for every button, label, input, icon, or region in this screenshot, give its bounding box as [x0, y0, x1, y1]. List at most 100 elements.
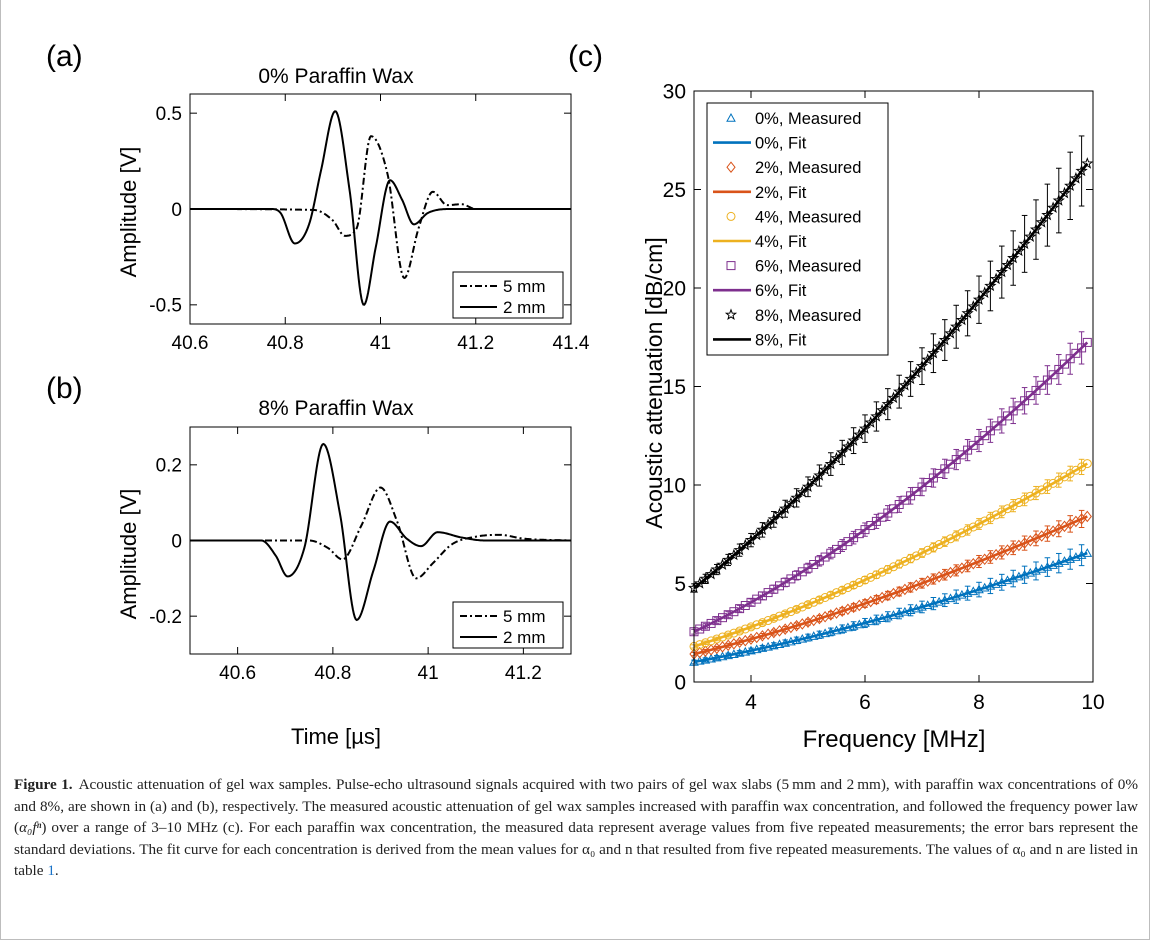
- measured-point-6pct: [1003, 411, 1012, 421]
- measured-point-8pct: [961, 306, 974, 319]
- y-tick-label-c: 20: [663, 278, 686, 301]
- measured-point-6pct: [985, 426, 995, 436]
- measured-point-4pct: [906, 554, 916, 564]
- plot-border-c: [693, 90, 1094, 683]
- measured-point-8pct: [995, 265, 1008, 278]
- panel-label-c: (c): [568, 40, 603, 73]
- measured-point-4pct: [849, 580, 859, 590]
- x-tick-label-c: 8: [973, 691, 985, 714]
- measured-point-6pct: [1014, 401, 1024, 411]
- y-tick-label-b: 0: [171, 531, 182, 552]
- measured-point-8pct: [1029, 223, 1043, 235]
- panel-a: (a) 0% Paraffin Wax Amplitude [V] 40.6 40…: [46, 40, 590, 354]
- measured-point-8pct: [1035, 215, 1048, 228]
- measured-point-6pct: [928, 473, 938, 483]
- fit-curve-4pct: [693, 462, 1088, 648]
- measured-point-8pct: [881, 397, 894, 410]
- measured-point-2pct: [1082, 510, 1092, 523]
- measured-point-6pct: [1054, 364, 1064, 374]
- x-tick-label-b: 40.6: [219, 663, 256, 684]
- measured-point-4pct: [820, 593, 830, 603]
- measured-point-4pct: [974, 519, 984, 529]
- measured-point-6pct: [712, 616, 722, 626]
- measured-point-8pct: [818, 463, 832, 476]
- measured-point-4pct: [1008, 501, 1018, 511]
- x-tick-label-c: 6: [859, 691, 871, 714]
- x-tick-label-b: 41.2: [505, 663, 542, 684]
- measured-point-4pct: [837, 585, 847, 595]
- measured-point-8pct: [853, 428, 866, 440]
- measured-point-6pct: [963, 445, 973, 455]
- measured-point-4pct: [923, 545, 933, 555]
- measured-point-4pct: [1082, 459, 1092, 469]
- legend-label-a: 5 mm: [503, 277, 546, 296]
- measured-point-6pct: [1077, 343, 1087, 353]
- legend-marker-6pct: [726, 261, 736, 271]
- measured-point-6pct: [1008, 406, 1018, 416]
- y-tick-label-c: 0: [674, 672, 686, 695]
- measured-point-6pct: [1025, 391, 1035, 401]
- measured-point-8pct: [967, 300, 980, 312]
- measured-point-8pct: [847, 434, 860, 446]
- measured-point-4pct: [735, 626, 745, 636]
- measured-point-8pct: [893, 385, 906, 397]
- legend-marker-2pct: [726, 161, 736, 174]
- measured-point-4pct: [832, 588, 841, 598]
- measured-point-4pct: [814, 595, 824, 605]
- measured-point-8pct: [910, 366, 923, 378]
- measured-point-8pct: [972, 293, 986, 305]
- legend-label-measured-8pct: 8%, Measured: [755, 307, 861, 325]
- measured-point-6pct: [757, 591, 767, 601]
- measured-point-6pct: [997, 416, 1007, 426]
- measured-point-6pct: [934, 468, 944, 478]
- panel-b: (b) 8% Paraffin Wax Amplitude [V] Time […: [46, 372, 572, 749]
- measured-point-4pct: [946, 534, 955, 544]
- panel-label-a: (a): [46, 40, 83, 73]
- panel-title-b: 8% Paraffin Wax: [258, 397, 414, 420]
- measured-point-6pct: [968, 440, 978, 450]
- measured-point-8pct: [824, 457, 837, 470]
- measured-point-4pct: [866, 572, 876, 582]
- measured-point-6pct: [746, 597, 756, 607]
- caption-text-1: Acoustic attenuation of gel wax samples.…: [14, 776, 1138, 836]
- waveform-2mm-a: [190, 110, 571, 306]
- measured-point-8pct: [841, 440, 855, 452]
- legend-marker-0pct: [726, 112, 736, 122]
- y-tick-label-c: 25: [663, 179, 686, 202]
- measured-point-8pct: [904, 372, 917, 385]
- x-tick-label-c: 4: [745, 691, 757, 714]
- legend-label-fit-2pct: 2%, Fit: [755, 184, 807, 202]
- legend-label-fit-0pct: 0%, Fit: [755, 135, 807, 153]
- measured-point-4pct: [1020, 494, 1030, 504]
- measured-point-8pct: [836, 446, 849, 458]
- y-tick-label-a: 0.5: [156, 104, 182, 125]
- waveform-2mm-b: [190, 442, 571, 622]
- x-tick-label-a: 40.8: [267, 333, 304, 354]
- x-tick-label-b: 41: [418, 663, 439, 684]
- figure-canvas: (a) 0% Paraffin Wax Amplitude [V] 40.6 40…: [46, 40, 1105, 753]
- x-axis-label-c: Frequency [MHz]: [803, 726, 986, 753]
- measured-point-4pct: [803, 600, 813, 610]
- legend-label-measured-0pct: 0%, Measured: [755, 110, 861, 128]
- measured-point-6pct: [752, 594, 762, 604]
- measured-point-4pct: [780, 609, 790, 619]
- measured-point-8pct: [864, 416, 877, 428]
- legend-b: [452, 601, 564, 649]
- measured-point-8pct: [898, 378, 912, 391]
- table-reference-link[interactable]: 1: [47, 862, 55, 879]
- measured-point-4pct: [1025, 491, 1035, 501]
- measured-point-8pct: [978, 286, 991, 299]
- measured-point-8pct: [938, 333, 951, 346]
- measured-point-4pct: [980, 516, 990, 526]
- measured-point-8pct: [927, 346, 940, 359]
- caption-text-2: ) over a range of 3–10 MHz (c). For each…: [14, 819, 1138, 879]
- y-axis-label-c: Acoustic attenuation [dB/cm]: [641, 237, 667, 529]
- plot-border-b: [189, 426, 572, 655]
- measured-point-4pct: [757, 618, 767, 628]
- measured-point-4pct: [997, 507, 1007, 517]
- measured-point-6pct: [951, 455, 961, 465]
- legend-a: [452, 271, 564, 319]
- legend-label-fit-6pct: 6%, Fit: [755, 282, 807, 300]
- measured-point-4pct: [968, 522, 978, 532]
- legend-label-fit-8pct: 8%, Fit: [755, 331, 807, 349]
